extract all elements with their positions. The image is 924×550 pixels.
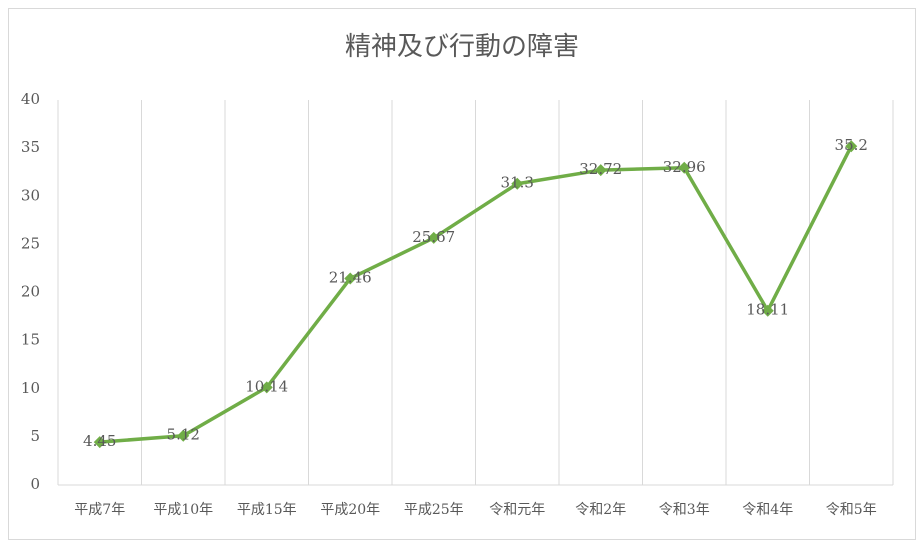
- data-label: 10.14: [245, 377, 288, 395]
- y-tick-label: 15: [21, 331, 40, 349]
- marker: [845, 140, 858, 153]
- x-tick-label: 令和3年: [659, 502, 710, 518]
- y-tick-label: 20: [21, 283, 40, 301]
- x-tick-label: 令和元年: [489, 502, 545, 518]
- marker: [344, 272, 357, 285]
- chart-title: 精神及び行動の障害: [345, 32, 579, 62]
- data-label: 31.3: [501, 174, 534, 192]
- y-tick-label: 40: [21, 90, 40, 108]
- marker: [427, 231, 440, 244]
- series-line: [99, 145, 853, 444]
- data-label: 21.46: [329, 268, 372, 286]
- y-tick-label: 10: [21, 379, 40, 397]
- marker: [594, 164, 607, 177]
- data-label: 4.45: [83, 432, 116, 450]
- marker: [177, 429, 190, 442]
- x-tick-label: 令和2年: [575, 502, 626, 518]
- marker: [260, 381, 273, 394]
- marker: [678, 161, 691, 174]
- y-tick-label: 35: [21, 138, 40, 156]
- marker: [761, 304, 774, 317]
- data-label: 18.11: [746, 301, 789, 319]
- data-label: 5.12: [167, 426, 200, 444]
- y-tick-label: 30: [21, 186, 40, 204]
- y-tick-label: 25: [21, 234, 40, 252]
- data-label: 25.67: [412, 228, 455, 246]
- chart-frame: [8, 8, 916, 540]
- data-label: 32.96: [663, 158, 706, 176]
- x-tick-label: 平成25年: [404, 502, 464, 518]
- y-tick-label: 5: [30, 427, 40, 445]
- x-tick-label: 平成15年: [237, 502, 297, 518]
- x-tick-label: 令和4年: [742, 502, 793, 518]
- x-tick-label: 平成7年: [74, 502, 125, 518]
- data-label: 35.2: [835, 136, 868, 154]
- marker: [511, 177, 524, 190]
- marker: [93, 436, 106, 449]
- x-tick-label: 令和5年: [826, 502, 877, 518]
- x-tick-label: 平成20年: [320, 502, 380, 518]
- y-tick-label: 0: [30, 475, 40, 493]
- x-tick-label: 平成10年: [153, 502, 213, 518]
- data-label: 32.72: [579, 160, 622, 178]
